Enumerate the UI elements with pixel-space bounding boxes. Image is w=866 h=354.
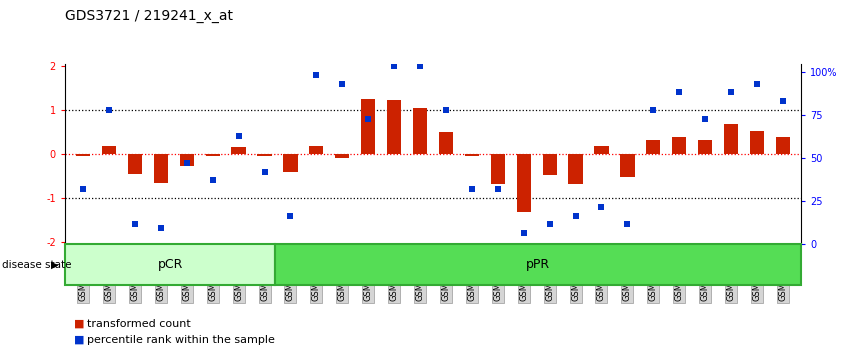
Point xyxy=(335,81,349,86)
Point xyxy=(517,230,531,236)
Point xyxy=(361,116,375,121)
Bar xyxy=(76,154,90,156)
Point xyxy=(76,187,90,192)
Point xyxy=(206,178,220,183)
Text: ▶: ▶ xyxy=(51,259,59,270)
Bar xyxy=(594,146,609,154)
Bar xyxy=(724,124,738,154)
Point xyxy=(672,90,686,95)
Point xyxy=(154,225,168,231)
Bar xyxy=(542,154,557,175)
Bar xyxy=(102,146,116,154)
Bar xyxy=(275,244,801,285)
Text: ■: ■ xyxy=(74,319,84,329)
Bar xyxy=(361,99,375,154)
Point xyxy=(465,187,479,192)
Bar xyxy=(646,140,661,154)
Bar xyxy=(205,154,220,156)
Bar xyxy=(128,154,142,174)
Point xyxy=(750,81,764,86)
Bar xyxy=(776,137,790,154)
Point xyxy=(569,213,583,218)
Text: GDS3721 / 219241_x_at: GDS3721 / 219241_x_at xyxy=(65,9,233,23)
Point xyxy=(257,169,271,175)
Text: percentile rank within the sample: percentile rank within the sample xyxy=(87,335,275,345)
Bar xyxy=(672,137,687,154)
Point xyxy=(413,63,427,69)
Point xyxy=(646,107,660,113)
Point xyxy=(776,98,790,104)
Bar xyxy=(309,146,324,154)
Point xyxy=(491,187,505,192)
Point xyxy=(387,63,401,69)
Point xyxy=(232,133,246,139)
Bar xyxy=(698,140,712,154)
Point xyxy=(180,160,194,166)
Text: pPR: pPR xyxy=(526,258,550,271)
Bar xyxy=(568,154,583,184)
Point xyxy=(620,222,634,227)
Bar xyxy=(439,132,453,154)
Point xyxy=(309,72,323,78)
Point xyxy=(543,222,557,227)
Bar xyxy=(283,154,298,172)
Bar xyxy=(154,154,168,183)
Text: disease state: disease state xyxy=(2,259,71,270)
Text: pCR: pCR xyxy=(158,258,183,271)
Text: transformed count: transformed count xyxy=(87,319,191,329)
Bar xyxy=(413,108,427,154)
Bar xyxy=(750,131,764,154)
Point xyxy=(698,116,712,121)
Point xyxy=(283,213,297,218)
Bar xyxy=(231,147,246,154)
Bar xyxy=(491,154,505,184)
Bar xyxy=(65,244,275,285)
Bar xyxy=(387,100,401,154)
Bar xyxy=(465,154,479,156)
Bar xyxy=(620,154,635,177)
Point xyxy=(128,222,142,227)
Point xyxy=(439,107,453,113)
Point xyxy=(724,90,738,95)
Bar xyxy=(517,154,531,212)
Bar xyxy=(257,154,272,156)
Text: ■: ■ xyxy=(74,335,84,345)
Point xyxy=(102,107,116,113)
Bar xyxy=(179,154,194,166)
Point xyxy=(595,204,609,210)
Bar xyxy=(335,154,349,158)
